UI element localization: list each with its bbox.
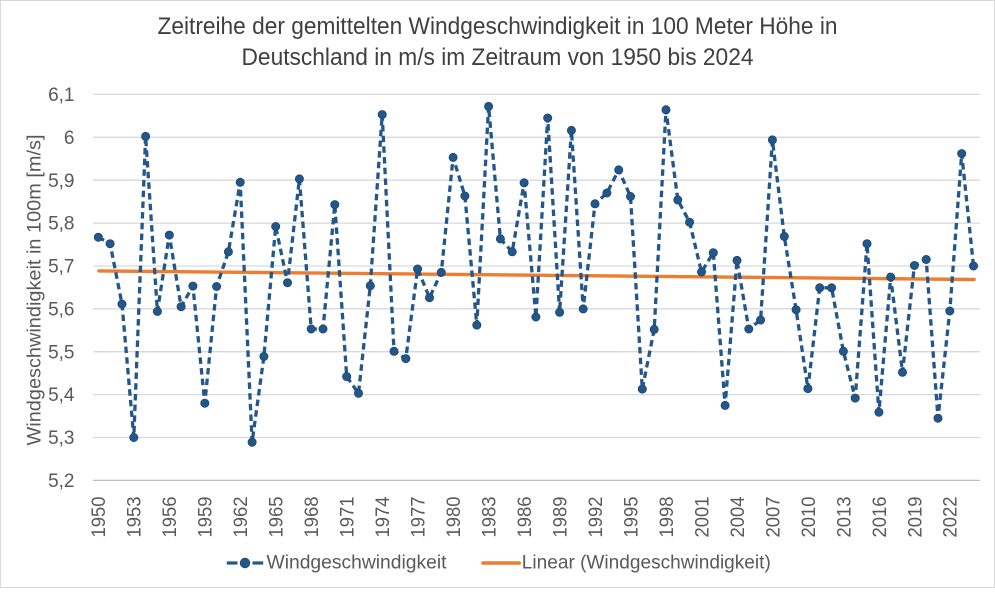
svg-text:1953: 1953 bbox=[125, 497, 146, 538]
svg-text:2016: 2016 bbox=[870, 497, 891, 538]
svg-text:1986: 1986 bbox=[515, 497, 536, 538]
svg-text:Windgeschwindigkeit in 100m [m: Windgeschwindigkeit in 100m [m/s] bbox=[25, 135, 46, 446]
svg-text:1974: 1974 bbox=[373, 496, 394, 537]
svg-text:1962: 1962 bbox=[231, 497, 252, 538]
svg-text:1998: 1998 bbox=[657, 497, 678, 538]
svg-text:2007: 2007 bbox=[763, 497, 784, 538]
svg-text:5,6: 5,6 bbox=[48, 299, 74, 320]
svg-text:6,1: 6,1 bbox=[48, 85, 74, 106]
svg-text:Linear (Windgeschwindigkeit): Linear (Windgeschwindigkeit) bbox=[522, 552, 771, 574]
svg-text:1956: 1956 bbox=[160, 497, 181, 538]
svg-text:2019: 2019 bbox=[905, 497, 926, 538]
svg-text:6: 6 bbox=[64, 128, 75, 149]
svg-text:1995: 1995 bbox=[621, 497, 642, 538]
svg-text:Deutschland in m/s im Zeitraum: Deutschland in m/s im Zeitraum von 1950 … bbox=[242, 44, 754, 71]
svg-text:2022: 2022 bbox=[941, 497, 962, 538]
svg-text:5,9: 5,9 bbox=[48, 171, 74, 192]
svg-text:2013: 2013 bbox=[834, 497, 855, 538]
svg-text:2004: 2004 bbox=[728, 496, 749, 537]
svg-text:1989: 1989 bbox=[551, 497, 572, 538]
svg-text:5,5: 5,5 bbox=[48, 342, 74, 363]
svg-text:Zeitreihe der gemittelten Wind: Zeitreihe der gemittelten Windgeschwindi… bbox=[158, 13, 838, 40]
svg-text:1950: 1950 bbox=[89, 497, 110, 538]
svg-text:1971: 1971 bbox=[338, 497, 359, 538]
svg-text:1959: 1959 bbox=[196, 497, 217, 538]
svg-text:2001: 2001 bbox=[692, 497, 713, 538]
svg-text:5,3: 5,3 bbox=[48, 428, 74, 449]
svg-text:2010: 2010 bbox=[799, 497, 820, 538]
svg-text:1983: 1983 bbox=[480, 497, 501, 538]
svg-text:5,2: 5,2 bbox=[48, 471, 74, 492]
svg-text:5,8: 5,8 bbox=[48, 214, 74, 235]
svg-text:1968: 1968 bbox=[302, 497, 323, 538]
svg-text:1992: 1992 bbox=[586, 497, 607, 538]
svg-text:1980: 1980 bbox=[444, 497, 465, 538]
svg-text:1977: 1977 bbox=[409, 497, 430, 538]
svg-text:5,4: 5,4 bbox=[48, 385, 75, 406]
svg-text:1965: 1965 bbox=[267, 497, 288, 538]
svg-text:5,7: 5,7 bbox=[48, 257, 74, 278]
svg-text:Windgeschwindigkeit: Windgeschwindigkeit bbox=[267, 552, 448, 574]
